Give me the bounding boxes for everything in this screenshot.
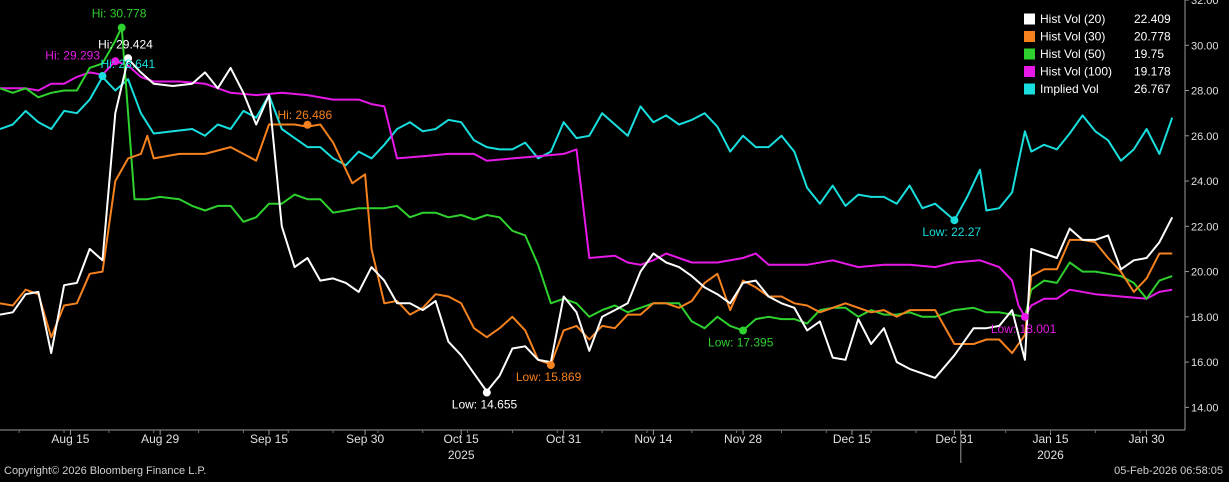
- annotation-marker: [98, 72, 107, 81]
- x-tick-label: Nov 14: [634, 432, 672, 446]
- x-tick-label: Jan 30: [1129, 432, 1165, 446]
- legend-swatch: [1024, 13, 1035, 25]
- x-tick-label: Jan 15: [1032, 432, 1068, 446]
- y-tick-label: 20.00: [1191, 267, 1219, 279]
- y-tick-label: 26.00: [1191, 131, 1219, 143]
- legend-swatch: [1024, 66, 1035, 77]
- annotation-marker: [303, 120, 312, 129]
- annotation-label: Hi: 28.641: [100, 57, 155, 71]
- x-tick-label: Nov 28: [724, 432, 762, 446]
- legend-value: 20.778: [1134, 30, 1171, 44]
- annotation-label: Hi: 30.778: [92, 7, 147, 21]
- x-tick-label: Oct 15: [444, 432, 480, 446]
- y-tick-label: 32.00: [1191, 0, 1219, 7]
- x-tick-label: Aug 29: [141, 432, 179, 446]
- annotation-marker: [111, 57, 120, 66]
- annotation-marker: [546, 361, 555, 370]
- annotation-label: Hi: 29.293: [45, 48, 100, 62]
- annotation-label: Low: 15.869: [516, 370, 582, 384]
- legend-value: 22.409: [1134, 12, 1171, 26]
- legend-label: Hist Vol (100): [1040, 65, 1112, 79]
- y-tick-label: 24.00: [1191, 176, 1219, 188]
- y-tick-label: 30.00: [1191, 40, 1219, 52]
- legend-swatch: [1024, 31, 1035, 42]
- legend-value: 19.178: [1134, 65, 1171, 79]
- annotation-marker: [739, 326, 748, 335]
- legend-label: Hist Vol (20): [1040, 12, 1105, 26]
- legend-label: Hist Vol (50): [1040, 47, 1105, 61]
- annotation-marker: [482, 388, 491, 397]
- year-label: 2025: [448, 448, 475, 462]
- annotation-label: Low: 14.655: [452, 398, 518, 412]
- annotation-label: Hi: 26.486: [277, 108, 332, 122]
- x-tick-label: Oct 31: [546, 432, 582, 446]
- annotation-label: Hi: 29.424: [98, 37, 153, 51]
- annotation-marker: [124, 54, 133, 63]
- annotation-label: Low: 17.395: [708, 336, 774, 350]
- axis-layer: 14.00 16.00 18.00 20.00 22.00 24.00 26.00 28.00…: [0, 0, 1219, 463]
- plot-lines: [0, 26, 1174, 393]
- legend-swatch: [1024, 83, 1035, 95]
- annotation-marker: [950, 216, 959, 225]
- annotation-label: Low: 22.27: [922, 225, 981, 239]
- y-tick-label: 18.00: [1191, 312, 1219, 324]
- timestamp-text: 05-Feb-2026 06:58:05: [1114, 465, 1223, 477]
- legend-box: [1020, 8, 1180, 100]
- legend-swatch: [1024, 48, 1035, 60]
- x-tick-label: Sep 15: [250, 432, 288, 446]
- series-line-hist-vol-50: [0, 26, 1173, 332]
- y-tick-label: 28.00: [1191, 86, 1219, 98]
- y-tick-label: 22.00: [1191, 221, 1219, 233]
- x-tick-label: Aug 15: [51, 432, 89, 446]
- legend-value: 26.767: [1134, 82, 1171, 96]
- series-line-hist-vol-30: [0, 123, 1173, 366]
- series-line-implied-vol: [0, 75, 1174, 222]
- legend-value: 19.75: [1134, 47, 1164, 61]
- series-line-hist-vol-20: [0, 57, 1174, 393]
- year-label: 2026: [1037, 448, 1064, 462]
- legend-label: Implied Vol: [1040, 82, 1099, 96]
- series-line-hist-vol-100: [0, 60, 1173, 318]
- y-tick-label: 14.00: [1191, 402, 1219, 414]
- legend-label: Hist Vol (30): [1040, 30, 1105, 44]
- x-tick-label: Dec 15: [833, 432, 871, 446]
- y-tick-label: 16.00: [1191, 357, 1219, 369]
- x-tick-label: Sep 30: [346, 432, 384, 446]
- annotation-marker: [117, 23, 126, 32]
- annotation-marker: [1020, 312, 1029, 321]
- copyright-text: Copyright© 2026 Bloomberg Finance L.P.: [4, 465, 207, 477]
- x-tick-label: Dec 31: [935, 432, 973, 446]
- legend: Hist Vol (20) 22.409 Hist Vol (30) 20.778 Hi…: [1020, 8, 1180, 100]
- annotation-label: Low: 18.001: [991, 322, 1057, 336]
